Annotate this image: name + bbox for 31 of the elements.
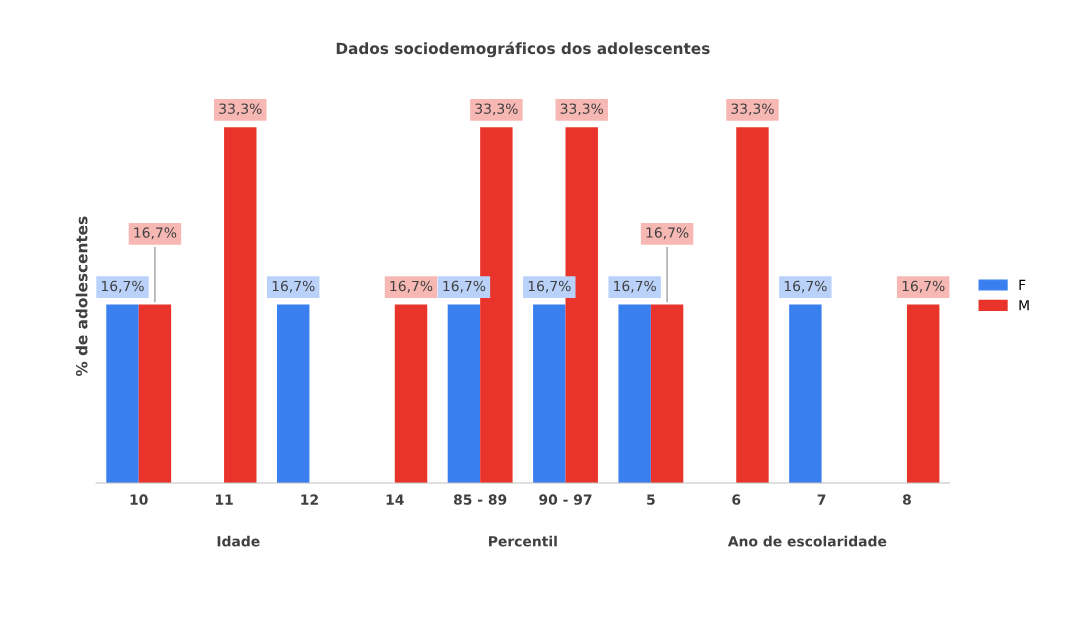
x-tick-label: 85 - 89	[453, 494, 507, 505]
data-label: 33,3%	[560, 103, 604, 116]
data-label: 16,7%	[272, 280, 315, 293]
data-label: 33,3%	[731, 103, 774, 116]
x-tick-label: 6	[732, 494, 741, 505]
data-label: 16,7%	[134, 227, 177, 240]
x-tick-label: 12	[301, 494, 318, 505]
text: Idade	[217, 535, 260, 547]
data-label: 16,7%	[390, 280, 433, 293]
x-tick-label: 10	[130, 494, 148, 505]
x-tick-label: 8	[902, 494, 911, 505]
x-tick-label: 5	[647, 494, 655, 505]
x-tick-label: 90 - 97	[539, 494, 592, 505]
data-label: 16,7%	[646, 227, 689, 240]
data-label: 16,7%	[784, 280, 827, 293]
x-tick-label: 7	[817, 494, 826, 505]
x-tick-label: 14	[386, 494, 404, 505]
data-label: 16,7%	[902, 280, 945, 293]
data-label: 16,7%	[101, 280, 144, 293]
text: Percentil	[489, 535, 557, 547]
data-label: 16,7%	[443, 280, 486, 293]
text: Ano de escolaridade	[727, 535, 887, 547]
data-label: 33,3%	[475, 103, 518, 116]
data-label: 33,3%	[219, 103, 262, 116]
data-label: 16,7%	[528, 280, 571, 293]
y-axis-title: % de adolescentes	[75, 216, 88, 377]
legend-label: M	[1019, 300, 1029, 311]
legend-label: F	[1019, 279, 1026, 290]
x-tick-label: 11	[215, 494, 233, 505]
data-label: 16,7%	[614, 280, 656, 293]
chart-title: Dados sociodemográficos dos adolescentes	[336, 41, 710, 58]
